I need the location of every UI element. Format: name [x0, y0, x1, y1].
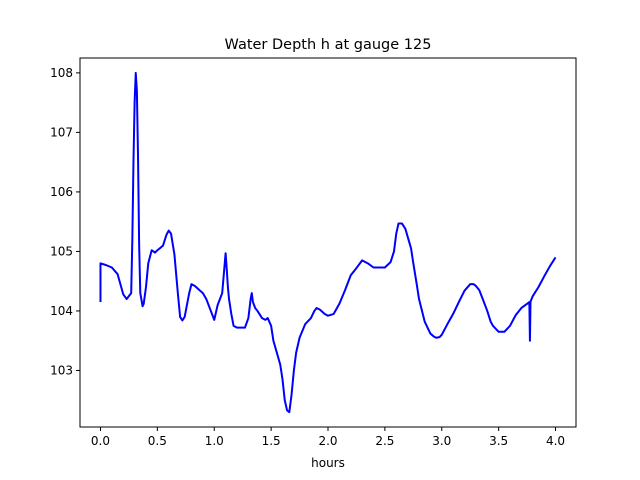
chart-title: Water Depth h at gauge 125: [225, 37, 432, 53]
x-tick-label: 0.0: [91, 434, 110, 448]
x-tick-label: 2.0: [318, 434, 337, 448]
x-axis-label: hours: [311, 456, 345, 470]
x-tick-label: 2.5: [375, 434, 394, 448]
y-tick-label: 104: [50, 304, 73, 318]
x-tick-label: 3.0: [432, 434, 451, 448]
x-tick-label: 3.5: [489, 434, 508, 448]
x-tick-label: 1.0: [205, 434, 224, 448]
y-tick-label: 105: [50, 244, 73, 258]
y-tick-label: 108: [50, 66, 73, 80]
y-tick-label: 103: [50, 363, 73, 377]
series-line: [99, 71, 557, 414]
y-tick-label: 106: [50, 185, 73, 199]
y-axis: 103 104 105 106 107 108: [50, 66, 80, 377]
x-tick-label: 4.0: [546, 434, 565, 448]
x-axis: 0.0 0.5 1.0 1.5 2.0 2.5 3.0 3.5 4.0: [91, 427, 565, 448]
x-tick-label: 1.5: [262, 434, 281, 448]
y-tick-label: 107: [50, 125, 73, 139]
x-tick-label: 0.5: [148, 434, 167, 448]
